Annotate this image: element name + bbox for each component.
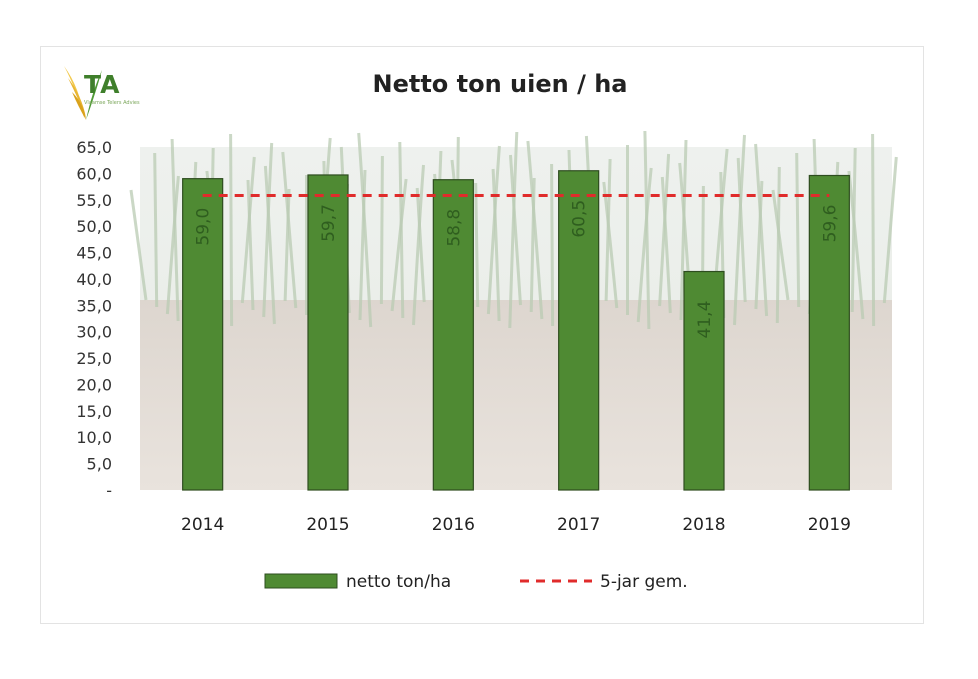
onion-leaf xyxy=(795,152,801,308)
field-photo-background xyxy=(129,130,898,490)
y-tick-label: 60,0 xyxy=(76,164,112,183)
x-tick-label: 2014 xyxy=(181,515,224,535)
onion-leaf xyxy=(550,163,555,327)
onion-leaf xyxy=(636,167,653,323)
x-tick-label: 2017 xyxy=(557,515,600,535)
onion-leaf xyxy=(283,188,291,302)
y-tick-label: 50,0 xyxy=(76,217,112,236)
y-tick-label: 15,0 xyxy=(76,402,112,421)
onion-leaf xyxy=(153,152,159,308)
logo-text: TA xyxy=(84,70,121,99)
onion-leaf xyxy=(736,157,747,303)
onion-leaf xyxy=(165,175,180,315)
data-label-2017: 60,5 xyxy=(570,200,590,238)
onion-leaf xyxy=(771,189,790,301)
y-tick-label: 55,0 xyxy=(76,191,112,210)
onion-leaf xyxy=(754,143,769,317)
x-tick-label: 2015 xyxy=(306,515,349,535)
bar-2015 xyxy=(307,174,349,491)
bar-2018 xyxy=(683,270,725,491)
legend-bar-label: netto ton/ha xyxy=(346,572,451,592)
soil-band xyxy=(140,300,892,490)
onion-leaf xyxy=(129,189,148,301)
onion-leaf xyxy=(847,170,865,320)
y-tick-label: 10,0 xyxy=(76,428,112,447)
y-tick-label: 35,0 xyxy=(76,296,112,315)
y-tick-label: 20,0 xyxy=(76,375,112,394)
onion-leaf xyxy=(415,187,426,303)
y-tick-label: 30,0 xyxy=(76,323,112,342)
onion-leaf xyxy=(358,169,367,321)
data-label-2014: 59,0 xyxy=(194,208,214,246)
logo-subtitle: Vlaamse Telers Advies xyxy=(84,100,140,106)
onion-leaf xyxy=(170,138,180,322)
y-tick-label: 65,0 xyxy=(76,138,112,157)
onion-leaf xyxy=(474,182,480,308)
data-label-2018: 41,4 xyxy=(695,301,715,339)
y-axis: - 5,0 10,0 15,0 20,0 25,0 30,0 35,0 40,0 45,0 50,0… xyxy=(76,138,112,500)
data-label-2016: 58,8 xyxy=(444,209,464,247)
onion-leaf xyxy=(508,131,519,329)
y-tick-label: 5,0 xyxy=(87,455,112,474)
x-axis: 2014 2015 2016 2017 2018 2019 xyxy=(181,515,851,535)
onion-leaf xyxy=(357,132,373,328)
onion-leaf xyxy=(486,145,501,315)
data-label-2019: 59,6 xyxy=(820,205,840,243)
y-tick-label: 45,0 xyxy=(76,244,112,263)
onion-leaf xyxy=(882,156,898,304)
onion-leaf xyxy=(390,178,408,312)
onion-leaf xyxy=(871,133,876,327)
vta-logo-icon xyxy=(64,66,102,120)
bar-2019 xyxy=(808,174,850,491)
bar-2016 xyxy=(432,179,474,491)
bars: 59,0 59,7 58,8 60,5 41,4 59,6 xyxy=(182,170,850,491)
y-tick-label: 40,0 xyxy=(76,270,112,289)
onion-leaf xyxy=(529,177,536,313)
onion-leaf xyxy=(246,179,255,311)
onion-leaf xyxy=(398,141,405,319)
onion-leaf xyxy=(509,154,522,306)
onion-leaf xyxy=(660,176,672,314)
legend-bar-swatch xyxy=(264,573,338,589)
legend: netto ton/ha 5-jar gem. xyxy=(264,572,688,592)
onion-leaf xyxy=(643,130,651,330)
legend-line-label: 5-jar gem. xyxy=(600,572,688,592)
onion-leaf xyxy=(754,180,764,310)
y-tick-label: - xyxy=(106,481,112,500)
onion-leaf xyxy=(263,165,276,325)
onion-leaf xyxy=(733,134,746,326)
x-tick-label: 2018 xyxy=(682,515,725,535)
onion-leaf xyxy=(229,133,234,327)
chart-title: Netto ton uien / ha xyxy=(372,70,628,98)
data-label-2015: 59,7 xyxy=(319,204,339,242)
x-tick-label: 2019 xyxy=(808,515,851,535)
y-tick-label: 25,0 xyxy=(76,349,112,368)
onion-leaf xyxy=(240,156,256,304)
bar-2014 xyxy=(182,178,224,491)
onion-leaf xyxy=(526,140,544,320)
onion-leaf xyxy=(491,168,501,322)
onion-leaf xyxy=(281,151,298,309)
bar-2017 xyxy=(558,170,600,491)
onion-leaf xyxy=(379,155,384,305)
onion-leaf xyxy=(412,164,425,326)
x-tick-label: 2016 xyxy=(432,515,475,535)
